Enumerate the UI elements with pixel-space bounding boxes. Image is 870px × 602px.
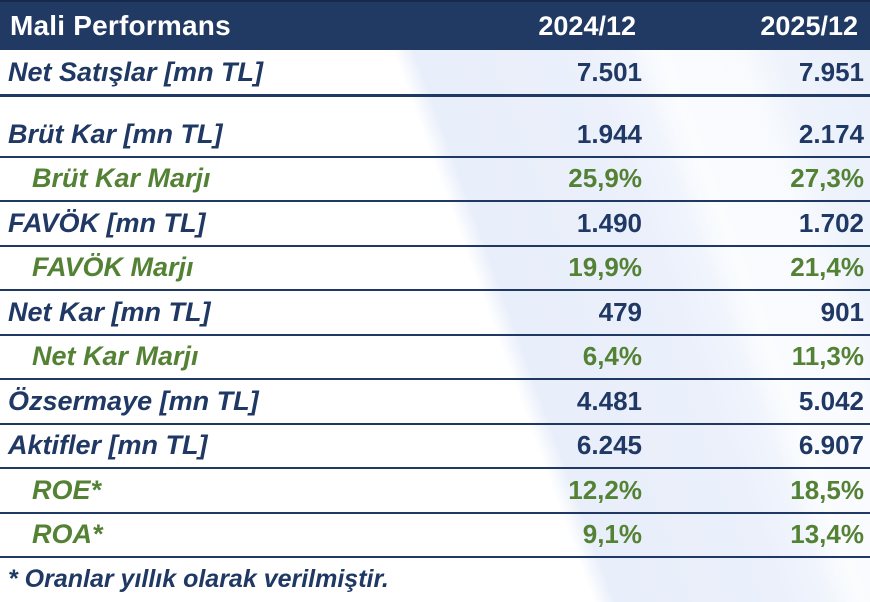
value-2025: 6.907: [798, 430, 864, 461]
value-2025: 2.174: [798, 118, 864, 149]
table-row: ROA* 9,1% 13,4%: [0, 514, 870, 558]
value-2024: 1.490: [576, 207, 642, 238]
row-label: Net Satışlar [mn TL]: [8, 56, 264, 87]
value-2024: 4.481: [576, 385, 642, 416]
value-2025: 1.702: [798, 207, 864, 238]
row-label: Net Kar [mn TL]: [8, 296, 211, 327]
value-2025: 27,3%: [790, 163, 864, 194]
row-label: FAVÖK [mn TL]: [8, 207, 206, 238]
value-2024: 9,1%: [582, 519, 642, 550]
row-label: Aktifler [mn TL]: [8, 430, 208, 461]
footnote: * Oranlar yıllık olarak verilmiştir.: [8, 565, 389, 593]
value-2025: 901: [820, 296, 864, 327]
value-2025: 13,4%: [790, 519, 864, 550]
column-header-2025: 2025/12: [760, 10, 858, 41]
row-label: ROA*: [32, 519, 103, 550]
row-spacer: [0, 97, 870, 113]
table-row: Net Kar [mn TL] 479 901: [0, 291, 870, 336]
table-header-row: Mali Performans 2024/12 2025/12: [0, 0, 870, 50]
value-2025: 18,5%: [790, 474, 864, 505]
value-2024: 25,9%: [568, 163, 642, 194]
table-row: Brüt Kar [mn TL] 1.944 2.174: [0, 113, 870, 158]
row-label: ROE*: [32, 474, 102, 505]
table-row: Aktifler [mn TL] 6.245 6.907: [0, 425, 870, 469]
value-2024: 1.944: [576, 118, 642, 149]
value-2024: 479: [598, 296, 642, 327]
row-label: Net Kar Marjı: [32, 341, 199, 372]
table-body: Net Satışlar [mn TL] 7.501 7.951 Brüt Ka…: [0, 50, 870, 558]
row-label: Brüt Kar Marjı: [32, 163, 211, 194]
table-row: Özsermaye [mn TL] 4.481 5.042: [0, 380, 870, 425]
table-title: Mali Performans: [10, 10, 231, 41]
row-label: Brüt Kar [mn TL]: [8, 118, 223, 149]
value-2024: 12,2%: [568, 474, 642, 505]
value-2025: 7.951: [798, 56, 864, 87]
table-row: FAVÖK Marjı 19,9% 21,4%: [0, 247, 870, 291]
value-2024: 7.501: [576, 56, 642, 87]
column-header-2024: 2024/12: [538, 10, 636, 41]
table-row: Brüt Kar Marjı 25,9% 27,3%: [0, 158, 870, 202]
value-2025: 21,4%: [790, 252, 864, 283]
row-label: Özsermaye [mn TL]: [8, 385, 259, 416]
table-row: Net Kar Marjı 6,4% 11,3%: [0, 336, 870, 380]
table-row: FAVÖK [mn TL] 1.490 1.702: [0, 202, 870, 247]
value-2025: 5.042: [798, 385, 864, 416]
value-2025: 11,3%: [791, 341, 864, 372]
table-row: ROE* 12,2% 18,5%: [0, 469, 870, 514]
value-2024: 19,9%: [568, 252, 642, 283]
table-row: Net Satışlar [mn TL] 7.501 7.951: [0, 50, 870, 97]
value-2024: 6,4%: [582, 341, 642, 372]
row-label: FAVÖK Marjı: [32, 252, 194, 283]
value-2024: 6.245: [576, 430, 642, 461]
